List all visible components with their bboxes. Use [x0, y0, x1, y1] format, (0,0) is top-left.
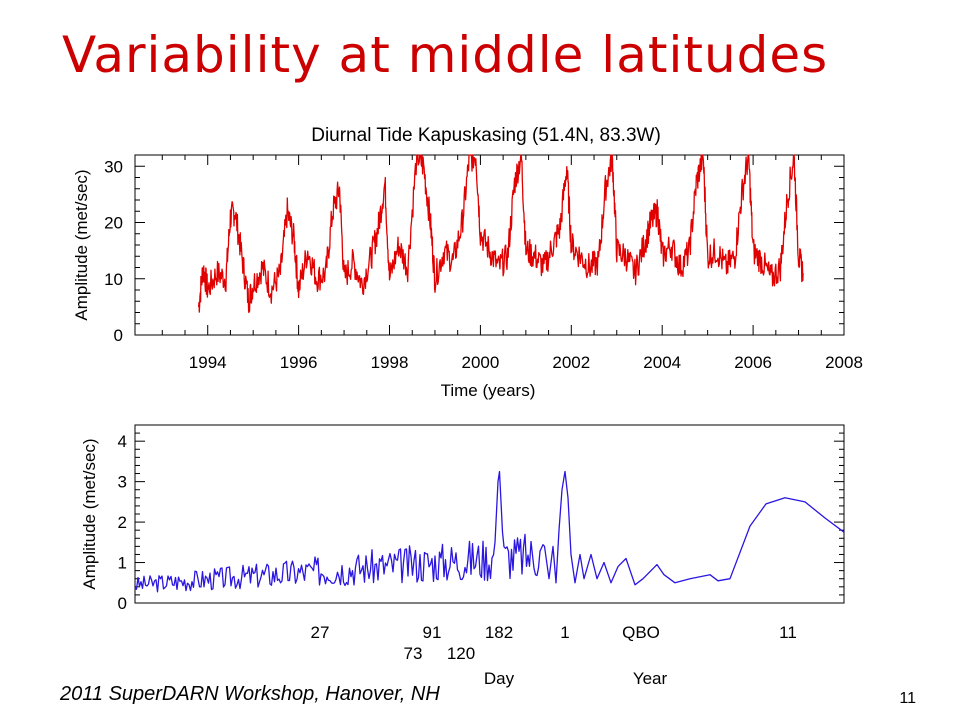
- top-minor-ticks: [135, 154, 845, 336]
- top-chart: Diurnal Tide Kapuskasing (51.4N, 83.3W) …: [72, 125, 863, 400]
- top-x-tick-1998: 1998: [371, 353, 409, 372]
- page-number: 11: [899, 690, 916, 707]
- slide-title: Variability at middle latitudes: [62, 26, 829, 84]
- top-chart-title: Diurnal Tide Kapuskasing (51.4N, 83.3W): [311, 125, 661, 146]
- top-ylabel: Amplitude (met/sec): [72, 169, 91, 320]
- top-x-tick-1994: 1994: [189, 353, 227, 372]
- top-series-line: [197, 154, 804, 314]
- bottom-y-tick-0: 0: [118, 594, 127, 613]
- footer-text: 2011 SuperDARN Workshop, Hanover, NH: [60, 683, 440, 705]
- top-y-tick-10: 10: [104, 270, 123, 289]
- top-y-tick-0: 0: [114, 326, 123, 345]
- bottom-ylabel: Amplitude (met/sec): [80, 438, 99, 589]
- top-y-tick-30: 30: [104, 157, 123, 176]
- top-y-tick-labels: 0 10 20 30: [104, 157, 123, 345]
- bottom-chart: 0 1 2 3 4 Amplitude (met/sec) 27 91 182 1 QB…: [80, 424, 845, 688]
- tick-label-73: 73: [404, 644, 423, 663]
- tick-label-27: 27: [311, 623, 330, 642]
- top-x-tick-2006: 2006: [734, 353, 772, 372]
- bottom-y-tick-labels: 0 1 2 3 4: [118, 432, 127, 613]
- bottom-y-tick-3: 3: [118, 473, 127, 492]
- top-x-tick-2002: 2002: [552, 353, 590, 372]
- bottom-minor-ticks: [135, 432, 844, 604]
- top-x-tick-labels: 1994 1996 1998 2000 2002 2004 2006 2008: [189, 353, 863, 372]
- tick-label-91: 91: [423, 623, 442, 642]
- bottom-y-tick-1: 1: [118, 554, 127, 573]
- top-y-tick-20: 20: [104, 214, 123, 233]
- tick-label-year-11: 11: [779, 623, 797, 642]
- tick-label-182: 182: [485, 623, 513, 642]
- top-x-tick-2008: 2008: [825, 353, 863, 372]
- bottom-xlabel-year: Year: [633, 669, 668, 688]
- tick-label-120: 120: [447, 644, 475, 663]
- tick-label-qbo: QBO: [622, 623, 660, 642]
- top-x-tick-1996: 1996: [280, 353, 318, 372]
- top-x-tick-2000: 2000: [461, 353, 499, 372]
- top-x-tick-2004: 2004: [643, 353, 681, 372]
- bottom-xlabel-day: Day: [484, 669, 515, 688]
- bottom-series-line: [134, 470, 845, 593]
- bottom-y-tick-2: 2: [118, 513, 127, 532]
- tick-label-year-1: 1: [560, 623, 569, 642]
- bottom-y-tick-4: 4: [118, 432, 127, 451]
- top-xlabel: Time (years): [441, 381, 536, 400]
